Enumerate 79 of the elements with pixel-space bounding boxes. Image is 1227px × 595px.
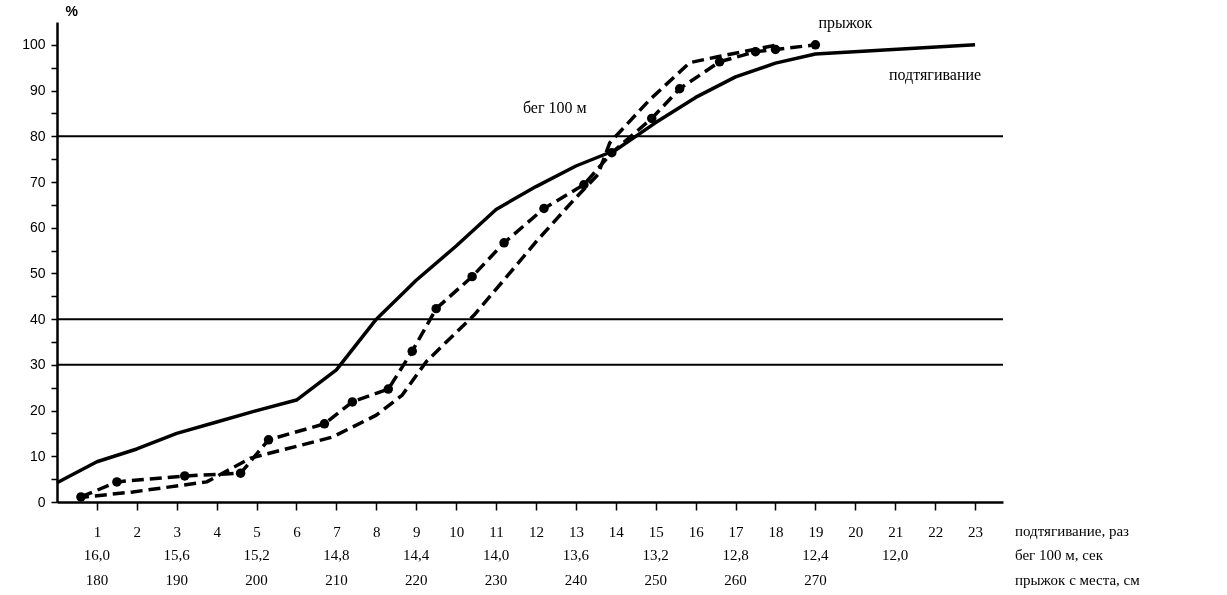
series-label: прыжок (818, 13, 873, 32)
x-tick-label: 14 (608, 523, 625, 540)
x-tick-label: 3 (173, 523, 181, 540)
x2-tick-label: 12,8 (722, 547, 749, 563)
x-tick-label: 11 (489, 523, 504, 540)
point (467, 271, 477, 282)
y-tick-label: 60 (29, 219, 46, 236)
y-tick-label: 80 (29, 127, 46, 144)
point (647, 113, 657, 124)
point (607, 148, 617, 158)
x-tick-label: 23 (968, 523, 984, 540)
point (383, 384, 394, 394)
point (431, 303, 441, 314)
point (499, 238, 509, 248)
y-tick-label: 10 (29, 447, 46, 464)
x2-tick-label: 12,0 (882, 547, 909, 563)
x-tick-label: 9 (412, 523, 421, 540)
point (235, 468, 246, 478)
x2-tick-label: 13,6 (562, 547, 590, 563)
y-tick-label: 30 (29, 356, 46, 373)
x-axis-title: подтягивание, раз (1015, 523, 1130, 539)
text: прыжок с места, см (1015, 572, 1141, 588)
x2-axis-title: бег 100 м, сек (1015, 547, 1104, 563)
x2-tick-label: 14,0 (482, 547, 510, 563)
point (407, 346, 417, 356)
y-tick-label: 100 (22, 36, 46, 53)
text: 210 (325, 572, 348, 588)
point (347, 397, 358, 407)
y-tick-label: 50 (29, 264, 46, 281)
y-tick-label: 40 (29, 310, 46, 327)
x-tick-label: 17 (728, 523, 745, 540)
x2-tick-label: 15,2 (243, 547, 270, 563)
x-tick-label: 12 (528, 523, 544, 540)
text: 200 (245, 572, 268, 588)
x2-tick-label: 15,6 (163, 547, 191, 563)
y-tick-label: 90 (29, 82, 46, 99)
x-tick-label: 22 (928, 523, 944, 540)
text: 270 (804, 572, 827, 588)
y-tick-label: 0 (37, 493, 46, 510)
x2-tick-label: 14,4 (403, 547, 430, 563)
point (112, 477, 122, 487)
y-axis-title: % (65, 2, 79, 19)
x2-tick-label: 16,0 (83, 547, 111, 563)
x-tick-label: 21 (888, 523, 904, 540)
x-tick-label: 8 (373, 523, 381, 540)
x-tick-label: 7 (333, 523, 342, 540)
point (319, 419, 330, 429)
x2-tick-label: 12,4 (802, 547, 830, 563)
point (674, 84, 685, 94)
x-tick-label: 6 (293, 523, 302, 540)
x-tick-label: 13 (568, 523, 584, 540)
y-tick-label: 20 (29, 402, 46, 419)
text: 190 (165, 572, 188, 588)
x-tick-label: 10 (449, 523, 465, 540)
x-tick-label: 16 (688, 523, 705, 540)
point (539, 203, 549, 214)
point (179, 471, 190, 481)
x2-tick-label: 13,2 (642, 547, 669, 563)
point (579, 180, 589, 190)
text: 240 (564, 572, 588, 588)
text: 260 (724, 572, 747, 588)
point (810, 40, 821, 50)
text: 220 (404, 572, 428, 588)
x-tick-label: 5 (253, 523, 261, 540)
x-tick-label: 18 (768, 523, 784, 540)
x-tick-label: 15 (648, 523, 664, 540)
x-tick-label: 20 (848, 523, 864, 540)
series-label: подтягивание (888, 65, 982, 84)
x-tick-label: 2 (133, 523, 142, 540)
x-tick-label: 19 (808, 523, 824, 540)
x-tick-label: 1 (93, 523, 102, 540)
text: 230 (484, 572, 508, 588)
x2-tick-label: 14,8 (323, 547, 350, 563)
text: 180 (85, 572, 109, 588)
point (263, 435, 274, 445)
y-tick-label: 70 (29, 173, 46, 190)
text: бег 100 м (522, 98, 587, 116)
x-tick-label: 4 (213, 523, 222, 540)
text: 250 (644, 572, 667, 588)
